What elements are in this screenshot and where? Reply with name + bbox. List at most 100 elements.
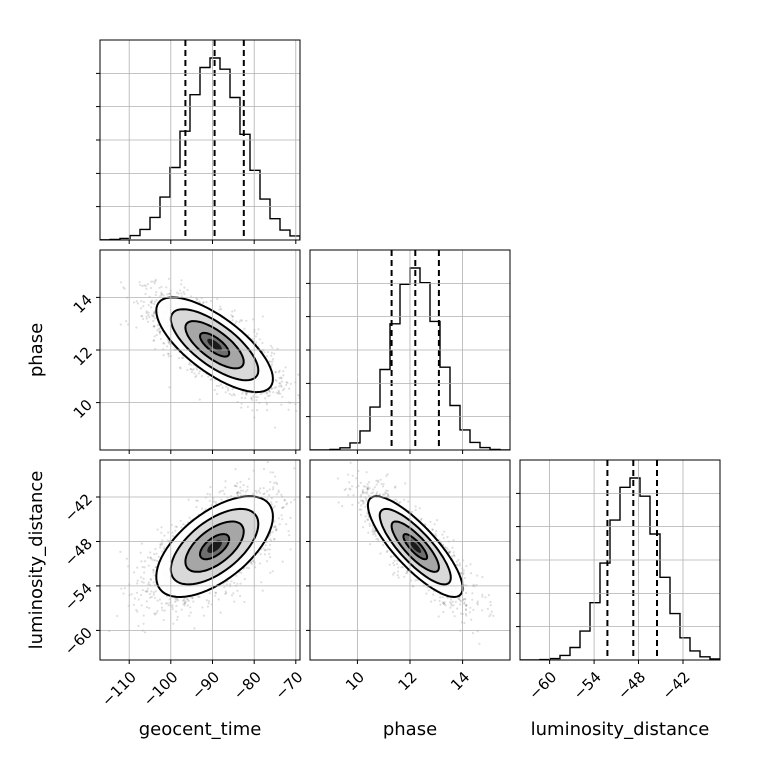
sample-point — [197, 372, 200, 375]
sample-point — [178, 366, 182, 369]
sample-point — [259, 491, 262, 494]
sample-point — [302, 492, 304, 494]
sample-point — [140, 593, 143, 597]
sample-point — [125, 557, 128, 560]
sample-point — [163, 534, 166, 537]
sample-point — [208, 499, 211, 502]
sample-point — [281, 560, 284, 563]
sample-point — [289, 548, 292, 551]
sample-point — [239, 480, 242, 483]
sample-point — [285, 383, 288, 387]
sample-point — [195, 505, 198, 509]
sample-point — [239, 319, 242, 322]
sample-point — [266, 490, 269, 493]
sample-point — [271, 570, 274, 573]
sample-point — [233, 484, 236, 487]
sample-point — [188, 363, 191, 366]
sample-point — [275, 379, 278, 382]
sample-point — [259, 487, 262, 490]
sample-point — [244, 397, 247, 400]
sample-point — [288, 534, 291, 537]
sample-point — [274, 526, 277, 529]
sample-point — [277, 489, 280, 492]
sample-point — [116, 614, 119, 618]
sample-point — [246, 485, 249, 488]
sample-point — [201, 606, 204, 609]
sample-point — [178, 289, 182, 292]
sample-point — [246, 489, 249, 492]
sample-point — [301, 373, 303, 375]
sample-point — [154, 590, 157, 593]
sample-point — [256, 332, 259, 335]
sample-point — [163, 609, 166, 612]
sample-point — [301, 397, 303, 399]
sample-point — [266, 355, 269, 358]
sample-point — [223, 586, 226, 589]
sample-point — [161, 550, 164, 553]
sample-point — [182, 290, 185, 293]
sample-point — [171, 608, 174, 611]
sample-point — [189, 368, 193, 371]
sample-point — [156, 610, 159, 613]
sample-point — [139, 551, 142, 554]
sample-point — [246, 405, 249, 408]
sample-point — [174, 529, 177, 532]
sample-point — [192, 367, 195, 370]
sample-point — [145, 310, 148, 313]
sample-point — [153, 612, 156, 615]
sample-point — [263, 553, 266, 556]
sample-point — [160, 602, 163, 605]
sample-point — [255, 395, 258, 398]
sample-point — [189, 606, 192, 609]
sample-point — [230, 594, 233, 597]
sample-point — [259, 553, 262, 556]
sample-point — [268, 394, 271, 397]
sample-point — [141, 284, 144, 288]
sample-point — [189, 611, 192, 614]
sample-point — [133, 571, 136, 574]
sample-point — [274, 426, 277, 429]
sample-point — [135, 300, 138, 303]
sample-point — [187, 498, 190, 501]
sample-point — [138, 281, 141, 284]
sample-point — [152, 591, 155, 594]
sample-point — [219, 611, 222, 614]
sample-point — [264, 397, 267, 400]
sample-point — [275, 500, 278, 504]
sample-point — [158, 598, 161, 601]
sample-point — [265, 403, 269, 406]
sample-point — [198, 370, 201, 373]
sample-point — [202, 301, 205, 304]
sample-point — [270, 363, 274, 366]
sample-point — [319, 370, 321, 372]
sample-point — [139, 284, 142, 287]
sample-point — [175, 604, 178, 608]
sample-point — [150, 286, 153, 290]
sample-point — [157, 555, 160, 559]
sample-point — [251, 559, 255, 562]
sample-point — [140, 315, 143, 318]
sample-point — [261, 341, 264, 345]
sample-point — [266, 560, 269, 563]
sample-point — [120, 587, 123, 590]
sample-point — [268, 548, 271, 551]
sample-point — [186, 288, 189, 292]
sample-point — [159, 546, 162, 549]
sample-point — [224, 480, 227, 483]
sample-point — [166, 352, 170, 355]
sample-point — [282, 370, 285, 373]
sample-point — [155, 291, 158, 294]
sample-point — [178, 357, 181, 360]
sample-point — [207, 600, 210, 603]
sample-point — [223, 492, 226, 495]
sample-point — [270, 351, 273, 354]
sample-point — [287, 408, 290, 411]
sample-point — [153, 282, 156, 285]
sample-point — [258, 338, 261, 341]
sample-point — [307, 391, 309, 393]
sample-point — [261, 315, 264, 318]
sample-point — [250, 563, 253, 566]
sample-point — [145, 317, 148, 320]
sample-point — [231, 310, 234, 313]
sample-point — [155, 334, 158, 337]
